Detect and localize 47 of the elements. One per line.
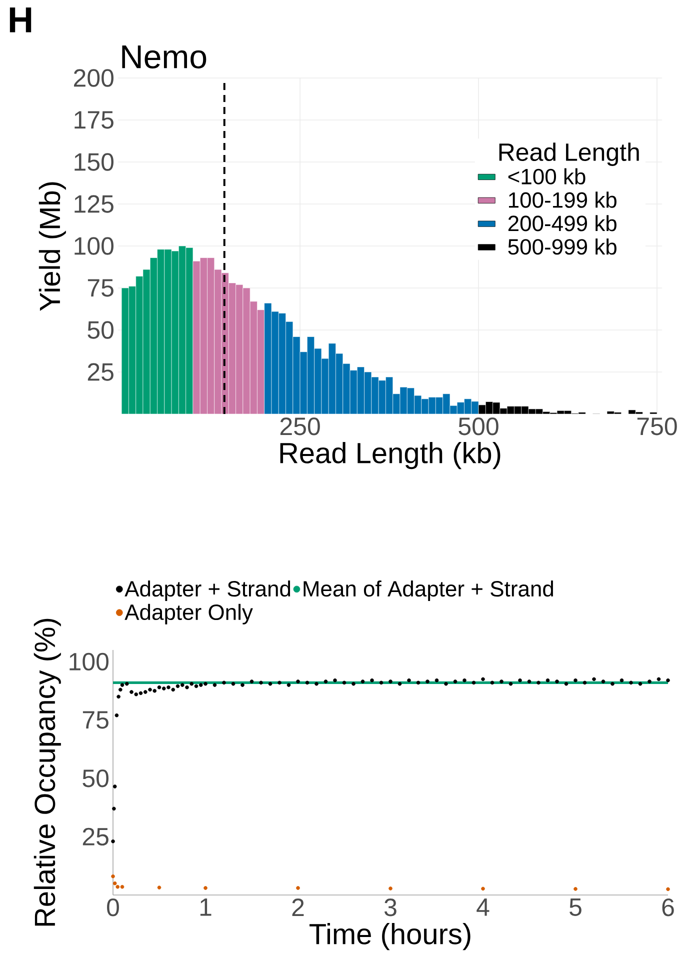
legend-title: Read Length (499, 142, 639, 166)
x-tick-label: 1 (200, 898, 212, 916)
y-tick-label: 75 (82, 711, 108, 729)
x-tick-label: 250 (280, 418, 320, 436)
y-tick-label: 200 (74, 69, 114, 87)
legend-label: Adapter + Strand (124, 580, 290, 601)
y-axis-title: Relative Occupancy (%) (34, 618, 61, 926)
x-tick-label: 4 (476, 898, 490, 916)
y-tick-label: 25 (82, 828, 108, 846)
point (574, 887, 578, 891)
y-tick-label: 25 (88, 363, 114, 381)
x-tick-label: 2 (292, 898, 304, 916)
point (388, 886, 392, 890)
point (481, 886, 485, 891)
text: H (10, 8, 32, 32)
point (120, 884, 124, 889)
y-tick-label: 175 (74, 111, 114, 129)
legend-label: 500-999 kb (508, 238, 616, 255)
legend-label: Adapter Only (124, 604, 253, 624)
point (112, 881, 117, 886)
legend-label: 100-199 kb (509, 192, 616, 208)
point (116, 884, 120, 889)
point (204, 886, 208, 890)
point (111, 874, 115, 878)
y-tick-label: 125 (74, 195, 114, 213)
y-tick-label: 150 (74, 153, 114, 171)
x-axis-title: Read Length (kb) (280, 442, 500, 470)
x-tick-label: 5 (570, 898, 582, 916)
x-tick-label: 0 (107, 898, 119, 916)
point (666, 887, 670, 892)
y-tick-label: 100 (70, 652, 108, 671)
legend-label: Mean of Adapter + Strand (304, 580, 554, 601)
x-tick-label: 3 (384, 898, 396, 916)
y-tick-label: 50 (88, 321, 114, 339)
legend-label: 200-499 kb (508, 215, 616, 232)
chart-title: Nemo (122, 45, 206, 68)
x-tick-label: 6 (662, 898, 674, 916)
legend-label: <100 kb (508, 168, 586, 184)
y-axis-title: Yield (Mb) (38, 182, 66, 311)
y-tick-label: 75 (88, 279, 114, 297)
x-tick-label: 500 (458, 418, 498, 436)
point (296, 886, 300, 890)
point (157, 886, 162, 890)
x-tick-label: 750 (637, 418, 677, 436)
y-tick-label: 100 (74, 237, 114, 255)
y-tick-label: 50 (82, 769, 108, 788)
x-axis-title: Time (hours) (310, 923, 470, 950)
